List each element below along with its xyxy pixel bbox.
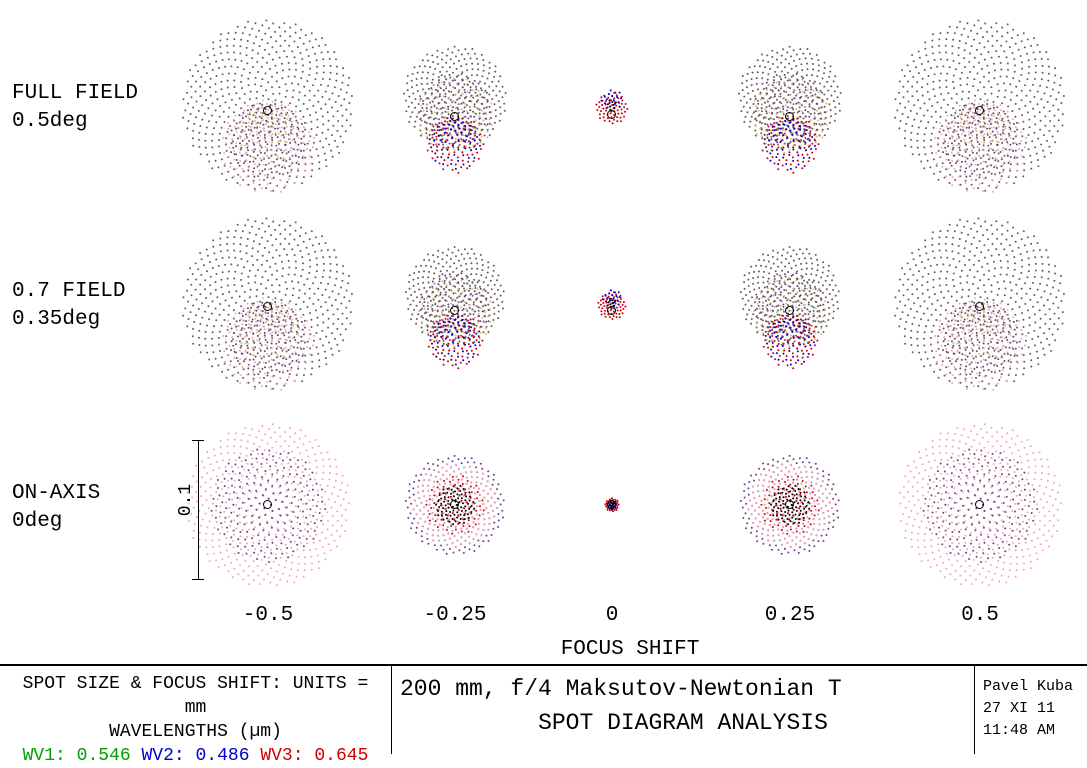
centroid-marker xyxy=(263,106,272,115)
x-axis: -0.5 -0.25 0 0.25 0.5 FOCUS SHIFT xyxy=(180,604,1080,664)
centroid-marker xyxy=(450,306,459,315)
row-label: ON-AXIS 0deg xyxy=(12,480,100,536)
footer-right-line2: 27 XI 11 xyxy=(983,698,1079,720)
spot xyxy=(890,15,1070,195)
spot xyxy=(182,419,354,591)
scale-bar-tick-bottom xyxy=(192,579,204,580)
spot xyxy=(594,285,630,321)
footer-mid-line1: 200 mm, f/4 Maksutov-Newtonian T xyxy=(400,674,966,704)
xtick-0: -0.5 xyxy=(243,604,293,627)
spot-row xyxy=(180,410,1080,600)
row-label-line1: ON-AXIS xyxy=(12,482,100,505)
x-axis-label: FOCUS SHIFT xyxy=(561,638,700,661)
spot xyxy=(399,49,511,161)
scale-bar-value: 0.1 xyxy=(176,484,196,516)
scale-bar-line xyxy=(198,440,199,580)
centroid-marker xyxy=(975,106,984,115)
spot xyxy=(734,49,846,161)
row-label-line2: 0.35deg xyxy=(12,308,100,331)
footer-left-line3: WV1: 0.546 WV2: 0.486 WV3: 0.645 xyxy=(8,744,383,768)
footer-mid-line2: SPOT DIAGRAM ANALYSIS xyxy=(400,708,966,738)
centroid-marker xyxy=(785,500,794,509)
row-label: FULL FIELD 0.5deg xyxy=(12,80,138,136)
spot xyxy=(601,494,623,516)
wv1-value: 0.546 xyxy=(77,746,131,766)
spot xyxy=(894,419,1066,591)
row-full-field: FULL FIELD 0.5deg xyxy=(0,10,1087,200)
centroid-marker xyxy=(607,306,616,315)
footer-mid: 200 mm, f/4 Maksutov-Newtonian T SPOT DI… xyxy=(392,666,975,754)
spot-diagram xyxy=(890,15,1070,195)
spot-row xyxy=(180,10,1080,200)
wv1-label: WV1: xyxy=(23,746,66,766)
footer: SPOT SIZE & FOCUS SHIFT: UNITS = mm WAVE… xyxy=(0,665,1087,754)
spot xyxy=(401,451,509,559)
xtick-2: 0 xyxy=(606,604,619,627)
centroid-marker xyxy=(263,302,272,311)
centroid-marker xyxy=(785,306,794,315)
spot xyxy=(736,249,844,357)
footer-right-line3: 11:48 AM xyxy=(983,720,1079,742)
xtick-1: -0.25 xyxy=(423,604,486,627)
centroid-marker xyxy=(450,112,459,121)
spot xyxy=(592,85,632,125)
row-label-line2: 0.5deg xyxy=(12,110,88,133)
centroid-marker xyxy=(785,112,794,121)
row-label-line1: 0.7 FIELD xyxy=(12,280,125,303)
scale-bar: 0.1 xyxy=(178,440,206,580)
centroid-marker xyxy=(975,302,984,311)
spot-diagram xyxy=(734,49,846,161)
spot-row xyxy=(180,208,1080,398)
spot-diagram xyxy=(399,49,511,161)
footer-left-line2: WAVELENGTHS (µm) xyxy=(8,720,383,744)
row-on-axis: ON-AXIS 0deg xyxy=(0,410,1087,600)
row-07-field: 0.7 FIELD 0.35deg xyxy=(0,208,1087,398)
xtick-3: 0.25 xyxy=(765,604,815,627)
row-label-line1: FULL FIELD xyxy=(12,82,138,105)
centroid-marker xyxy=(450,500,459,509)
spot-diagram xyxy=(592,85,632,125)
wv2-value: 0.486 xyxy=(196,746,250,766)
spot xyxy=(178,15,358,195)
spot xyxy=(401,249,509,357)
centroid-marker xyxy=(607,110,616,119)
spot-diagram xyxy=(178,15,358,195)
spot xyxy=(178,213,358,393)
spot-diagram xyxy=(401,249,509,357)
wv3-label: WV3: xyxy=(260,746,303,766)
footer-left-line1: SPOT SIZE & FOCUS SHIFT: UNITS = mm xyxy=(8,672,383,720)
spot xyxy=(890,213,1070,393)
plot-area: FULL FIELD 0.5deg 0.7 FIELD 0.35deg ON-A… xyxy=(0,0,1087,665)
spot-diagram xyxy=(594,285,630,321)
centroid-marker xyxy=(263,500,272,509)
wv2-label: WV2: xyxy=(141,746,184,766)
row-label: 0.7 FIELD 0.35deg xyxy=(12,278,125,334)
centroid-marker xyxy=(607,500,616,509)
footer-left: SPOT SIZE & FOCUS SHIFT: UNITS = mm WAVE… xyxy=(0,666,392,754)
wv3-value: 0.645 xyxy=(314,746,368,766)
xtick-4: 0.5 xyxy=(961,604,999,627)
footer-right: Pavel Kuba 27 XI 11 11:48 AM xyxy=(975,666,1087,754)
centroid-marker xyxy=(975,500,984,509)
row-label-line2: 0deg xyxy=(12,510,62,533)
spot xyxy=(736,451,844,559)
footer-right-line1: Pavel Kuba xyxy=(983,676,1079,698)
scale-bar-tick-top xyxy=(192,440,204,441)
spot-diagram xyxy=(736,249,844,357)
